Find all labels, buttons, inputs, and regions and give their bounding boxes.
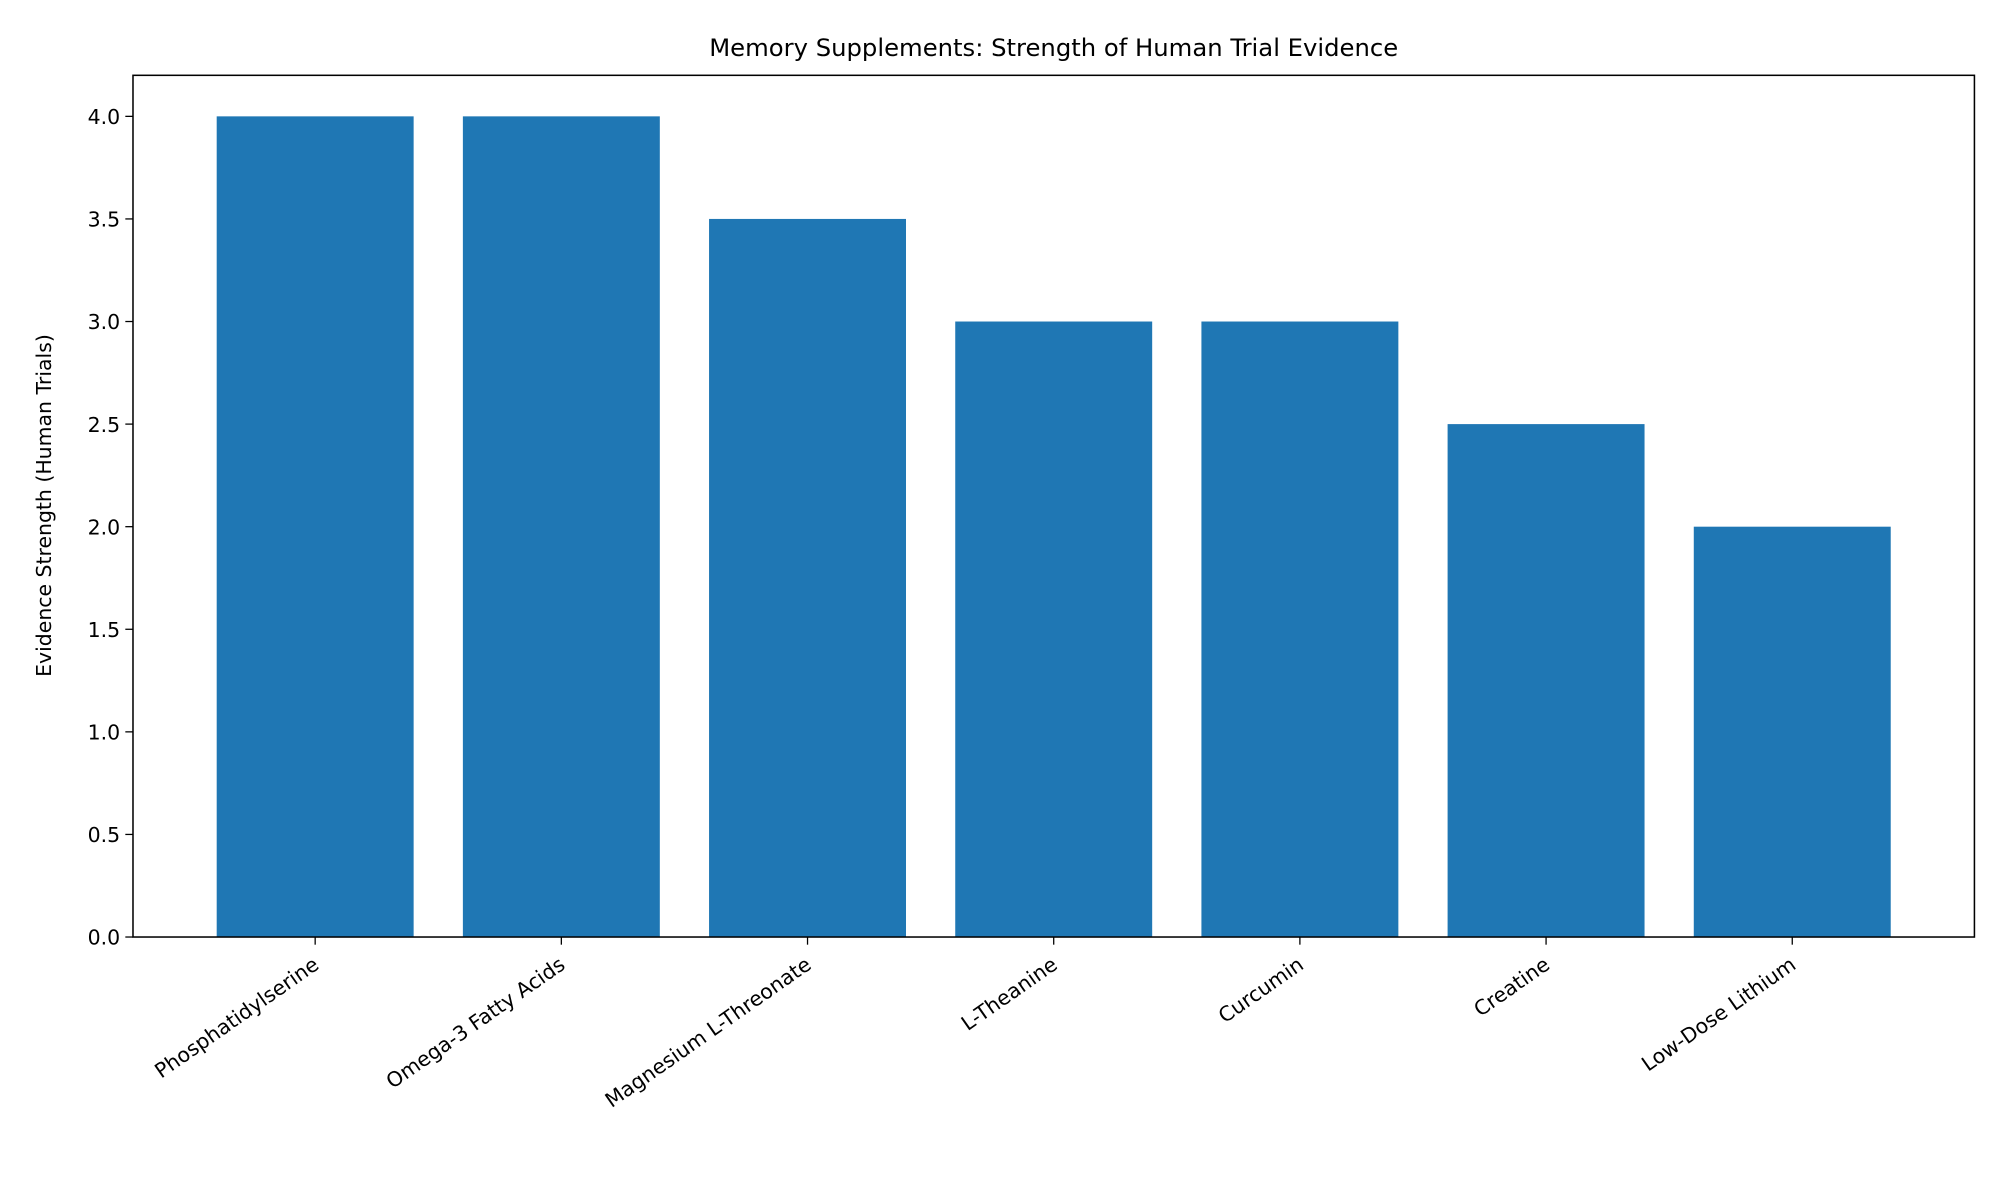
y-ticks: 0.0 0.5 1.0 1.5 2.0 2.5 3.0 3.5 4.0 <box>88 105 133 950</box>
chart-title: Memory Supplements: Strength of Human Tr… <box>709 33 1398 62</box>
x-ticks: Phosphatidylserine Omega-3 Fatty Acids Mag… <box>150 937 1800 1112</box>
x-tick-label: Low-Dose Lithium <box>1637 952 1800 1076</box>
bar-5 <box>1447 424 1645 938</box>
y-tick-label: 4.0 <box>88 105 121 129</box>
y-tick-label: 0.5 <box>88 823 121 847</box>
bar-2 <box>709 218 906 938</box>
x-tick-label: L-Theanine <box>957 952 1062 1035</box>
y-tick-label: 0.0 <box>88 926 121 950</box>
y-tick-label: 2.0 <box>88 515 121 539</box>
plot-frame <box>132 74 1976 938</box>
bars-group <box>216 116 1891 938</box>
y-tick-label: 3.0 <box>88 310 121 334</box>
y-tick-label: 2.5 <box>88 413 121 437</box>
bar-3 <box>955 321 1153 938</box>
y-tick-label: 1.0 <box>88 721 121 745</box>
x-tick-label: Phosphatidylserine <box>150 952 323 1083</box>
x-tick-label: Magnesium L-Threonate <box>601 952 816 1112</box>
bar-4 <box>1201 321 1399 938</box>
x-tick-label: Omega-3 Fatty Acids <box>382 952 570 1093</box>
y-tick-label: 1.5 <box>88 618 121 642</box>
bar-0 <box>216 116 414 938</box>
x-tick-label: Creatine <box>1469 952 1554 1021</box>
y-tick-label: 3.5 <box>88 208 121 232</box>
y-axis-label: Evidence Strength (Human Trials) <box>32 334 56 677</box>
x-tick-label: Curcumin <box>1214 952 1308 1028</box>
bar-6 <box>1693 526 1891 938</box>
bar-1 <box>462 116 660 938</box>
